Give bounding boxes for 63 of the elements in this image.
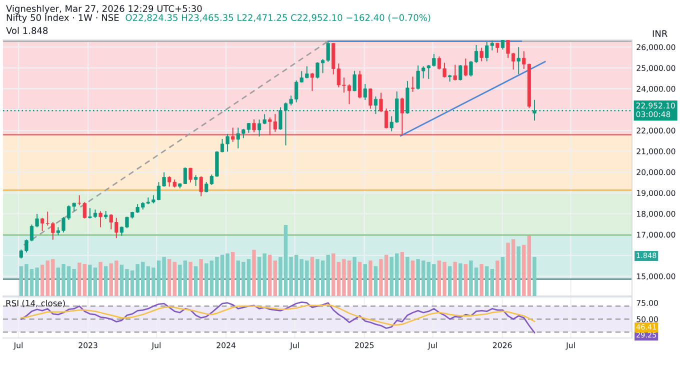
bar [268,254,272,296]
candlestick [231,127,235,142]
candlestick [310,72,314,92]
bar [458,263,462,296]
bar [527,236,532,296]
candlestick [400,97,404,136]
bar [448,266,452,296]
bar [199,259,203,296]
chart-subtitle: O22,824.35 H23,465.35 L22,471.25 C22,952.10 −162.40 (−0.70%) [126,14,430,22]
line-series [20,302,536,334]
text: Vol 1.848 [6,27,48,34]
bar [188,262,192,296]
bar [104,266,108,296]
text: Vigneshlyer, Mar 27, 2026 12:29 UTC+5:30 [6,5,202,14]
bar [374,266,378,296]
bar [230,252,235,296]
bar [406,256,410,296]
bar [310,256,314,296]
bar [252,250,256,296]
candlestick [368,88,372,110]
candlestick [480,47,484,62]
bar [500,256,505,296]
bar [194,266,198,296]
bar [332,253,336,296]
text: INR [652,30,668,37]
bar [273,260,278,296]
bar [40,264,44,296]
bar [352,256,356,296]
candlestick [98,210,102,228]
chart-title: RSI (14, close) [6,300,65,308]
candlestick [188,167,192,183]
candlestick [358,70,362,99]
bar [172,262,176,296]
bar [490,269,494,296]
candlestick [194,174,198,187]
candlestick [199,176,203,197]
candlestick [410,76,415,92]
bar [204,263,208,296]
bar [363,264,367,296]
bar [480,264,484,296]
bar [516,246,520,296]
bar [532,256,536,296]
candlestick [458,64,462,81]
bar [464,264,468,296]
bar [410,260,415,296]
chart-title: Nifty 50 Index · 1W · NSE [6,14,119,23]
bar [98,262,102,296]
bar [78,262,82,296]
bar [167,259,172,296]
candlestick [363,83,367,100]
bar [82,264,86,296]
candlestick [464,58,468,77]
bar [368,260,372,296]
bar [522,244,526,296]
bar [496,260,500,296]
candlestick [352,70,356,92]
bar [400,252,404,296]
bar [453,262,457,296]
candlestick [252,118,256,133]
bar [358,262,362,296]
candlestick [453,64,457,81]
bar [484,266,489,296]
candlestick [516,46,520,75]
